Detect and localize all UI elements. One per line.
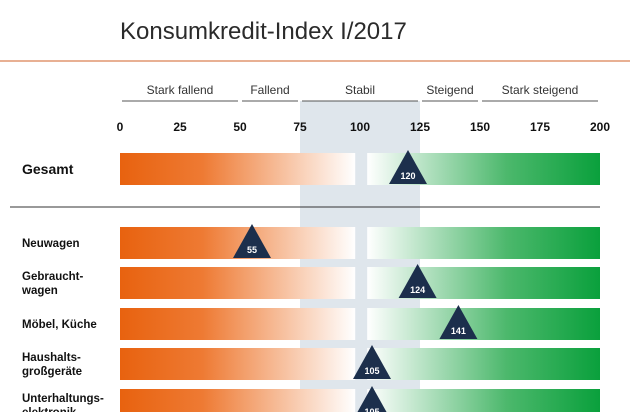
row-label: Neuwagen [22,238,80,250]
band-label: Fallend [250,83,289,97]
row-3: Möbel, Küche 141 [22,305,600,340]
value-label: 124 [410,285,425,295]
tick-label: 25 [173,120,187,134]
tick-label: 75 [293,120,307,134]
tick-label: 100 [350,120,370,134]
row-label: Haushalts- [22,352,81,364]
band-label: Stark steigend [502,83,579,97]
value-label: 105 [364,366,379,376]
value-label: 141 [451,326,466,336]
band-label: Stark fallend [147,83,214,97]
bar-rising [367,227,600,259]
row-1: Neuwagen 55 [22,224,600,259]
value-marker [357,386,387,412]
value-marker [439,305,478,339]
bar-falling [120,389,356,412]
tick-label: 50 [233,120,247,134]
title-rule [0,60,630,62]
value-label: 55 [247,245,257,255]
value-marker [233,224,271,258]
tick-label: 125 [410,120,430,134]
value-label: 120 [400,171,415,181]
bar-falling [120,153,356,185]
row-label: Möbel, Küche [22,319,97,331]
row-label: Gebraucht- [22,271,84,283]
value-label: 105 [364,407,379,412]
bar-falling [120,308,356,340]
tick-label: 0 [117,120,124,134]
row-2: Gebraucht-wagen 124 [21,264,600,299]
bar-falling [120,348,356,380]
bar-rising [367,308,600,340]
bar-rising [367,389,600,412]
row-label: wagen [21,285,58,297]
row-5: Unterhaltungs-elektronik 105 [22,386,600,412]
row-label: großgeräte [22,366,82,378]
row-label: elektronik [22,407,77,412]
band-label: Steigend [426,83,473,97]
value-marker [353,345,391,379]
tick-label: 175 [530,120,550,134]
value-marker [389,150,427,184]
value-marker [398,264,437,298]
tick-label: 200 [590,120,610,134]
band-label: Stabil [345,83,375,97]
row-4: Haushalts-großgeräte 105 [22,345,600,380]
row-label: Gesamt [22,161,74,177]
row-0: Gesamt 120 [22,150,600,185]
chart-title: Konsumkredit-Index I/2017 [120,18,407,45]
bar-falling [120,267,356,299]
row-label: Unterhaltungs- [22,393,104,405]
bar-rising [367,348,600,380]
tick-label: 150 [470,120,490,134]
